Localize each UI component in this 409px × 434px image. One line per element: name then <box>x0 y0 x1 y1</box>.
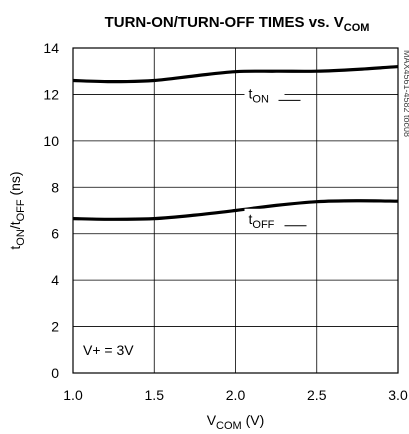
y-tick-label: 8 <box>51 179 59 195</box>
series-label-ton-main: t <box>249 85 253 101</box>
x-axis-label-sub: COM <box>216 420 242 432</box>
y-axis-label-s1: ON <box>15 229 27 246</box>
y-tick-label: 10 <box>43 133 59 149</box>
series-label-toff: tOFF <box>244 208 307 231</box>
x-axis-label: VCOM (V) <box>207 412 265 432</box>
y-tick-label: 2 <box>51 319 59 335</box>
y-tick-label: 6 <box>51 226 59 242</box>
svg-text:tOFF: tOFF <box>249 211 275 231</box>
figure-id: MAX4561-4582 toc08 <box>402 50 409 137</box>
y-tick-label: 12 <box>43 86 59 102</box>
x-axis-label-main: V <box>207 412 217 428</box>
x-tick-label: 2.0 <box>226 387 246 403</box>
x-axis-label-rest: (V) <box>242 412 265 428</box>
x-tick-label: 2.5 <box>307 387 327 403</box>
x-tick-label: 1.0 <box>63 387 83 403</box>
series-lines <box>72 64 399 221</box>
x-tick-label: 3.0 <box>388 387 408 403</box>
series-label-ton-sub: ON <box>252 93 269 105</box>
plot-frame <box>72 47 399 374</box>
x-tick-label: 1.5 <box>145 387 165 403</box>
y-axis-label-s2: OFF <box>15 199 27 221</box>
series-label-ton: tON <box>244 83 301 106</box>
y-axis-label: tON/tOFF (ns) <box>7 171 27 249</box>
y-tick-label: 14 <box>43 40 59 56</box>
chart-title-main: TURN-ON/TURN-OFF TIMES vs. V <box>105 14 344 31</box>
y-axis-label-mid: /t <box>7 221 23 229</box>
x-tick-labels: 1.0 1.5 2.0 2.5 3.0 <box>63 387 408 403</box>
series-label-toff-main: t <box>249 211 253 227</box>
y-axis-label-rest: (ns) <box>7 171 23 199</box>
y-tick-label: 0 <box>51 365 59 381</box>
series-line-toff <box>72 199 399 221</box>
y-axis-label-t1: t <box>7 246 23 250</box>
y-tick-labels: 0 2 4 6 8 10 12 14 <box>43 40 59 381</box>
y-tick-label: 4 <box>51 272 59 288</box>
series-line-ton <box>72 64 399 84</box>
svg-text:tON: tON <box>249 85 269 105</box>
condition-annotation: V+ = 3V <box>83 342 134 358</box>
chart-title-sub: COM <box>344 22 370 34</box>
chart-title: TURN-ON/TURN-OFF TIMES vs. VCOM <box>105 14 370 34</box>
series-label-toff-sub: OFF <box>252 219 274 231</box>
